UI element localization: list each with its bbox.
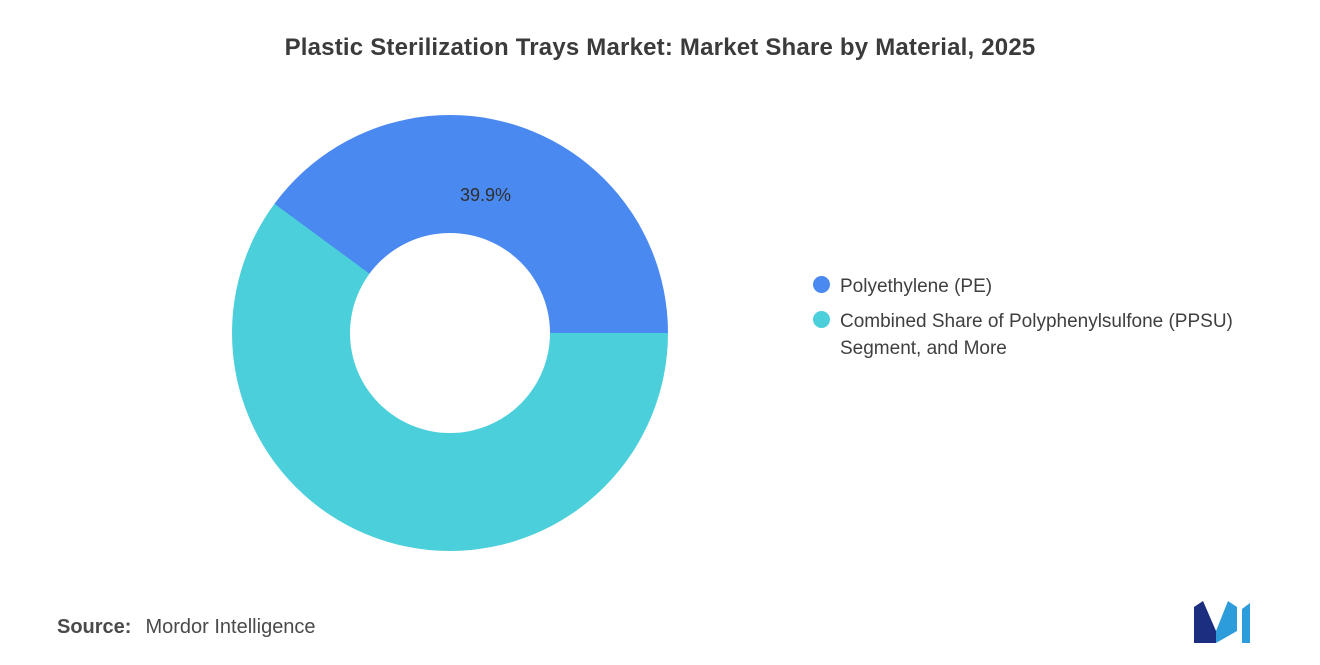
legend-dot-ppsu-icon [813,310,830,328]
legend-label-pe: Polyethylene (PE) [840,276,993,297]
chart-legend: Polyethylene (PE) Combined Share of Poly… [813,273,1235,363]
legend-item-pe[interactable]: Polyethylene (PE) [813,273,1235,301]
slice-data-label-pe: 39.9% [460,185,512,205]
source-row: Source: Mordor Intelligence [57,616,316,639]
source-label: Source: [57,616,132,638]
legend-item-ppsu[interactable]: Combined Share of Polyphenylsulfone (PPS… [813,308,1235,363]
legend-label-ppsu: Combined Share of Polyphenylsulfone (PPS… [840,310,1233,360]
donut-hole [350,233,550,433]
donut-chart[interactable]: 39.9% [232,115,668,551]
legend-dot-pe-icon [813,276,830,293]
source-value: Mordor Intelligence [145,616,316,638]
chart-title: Plastic Sterilization Trays Market: Mark… [284,34,1036,61]
mordor-intelligence-logo-icon [1190,597,1254,643]
